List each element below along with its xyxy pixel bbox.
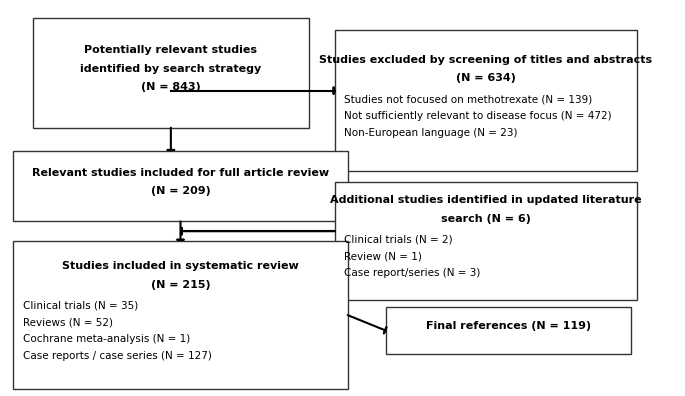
Bar — [13, 241, 348, 389]
Text: Studies not focused on methotrexate (N = 139): Studies not focused on methotrexate (N =… — [345, 94, 593, 104]
Text: Case reports / case series (N = 127): Case reports / case series (N = 127) — [23, 351, 212, 361]
Text: Clinical trials (N = 2): Clinical trials (N = 2) — [345, 235, 453, 245]
Text: Final references (N = 119): Final references (N = 119) — [426, 322, 591, 331]
Text: Relevant studies included for full article review: Relevant studies included for full artic… — [32, 168, 329, 177]
Text: Studies included in systematic review: Studies included in systematic review — [62, 261, 299, 271]
Text: Case report/series (N = 3): Case report/series (N = 3) — [345, 268, 481, 278]
Text: identified by search strategy: identified by search strategy — [80, 64, 262, 74]
Text: (N = 215): (N = 215) — [151, 280, 210, 289]
Text: Studies excluded by screening of titles and abstracts: Studies excluded by screening of titles … — [319, 55, 653, 65]
Text: Non-European language (N = 23): Non-European language (N = 23) — [345, 128, 518, 138]
Text: Potentially relevant studies: Potentially relevant studies — [84, 45, 258, 55]
Text: Not sufficiently relevant to disease focus (N = 472): Not sufficiently relevant to disease foc… — [345, 111, 612, 121]
Bar — [386, 307, 631, 354]
Bar — [13, 151, 348, 221]
Text: Clinical trials (N = 35): Clinical trials (N = 35) — [23, 301, 138, 311]
Text: (N = 209): (N = 209) — [151, 186, 210, 196]
Text: (N = 843): (N = 843) — [141, 82, 201, 92]
Text: Additional studies identified in updated literature: Additional studies identified in updated… — [330, 195, 642, 205]
Bar — [335, 183, 637, 299]
Bar — [33, 18, 309, 128]
Text: (N = 634): (N = 634) — [456, 73, 516, 83]
Text: search (N = 6): search (N = 6) — [441, 214, 531, 224]
Text: Cochrane meta-analysis (N = 1): Cochrane meta-analysis (N = 1) — [23, 334, 190, 344]
Text: Reviews (N = 52): Reviews (N = 52) — [23, 318, 113, 327]
Text: Review (N = 1): Review (N = 1) — [345, 252, 423, 262]
Bar — [335, 30, 637, 171]
